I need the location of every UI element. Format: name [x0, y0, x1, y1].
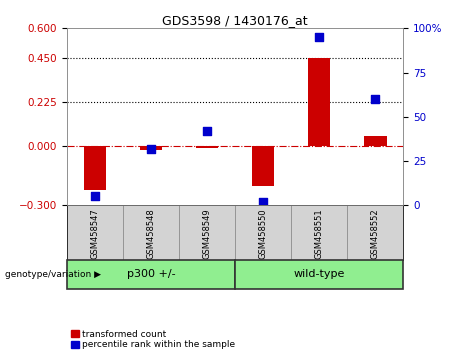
- Point: [203, 128, 211, 134]
- Text: genotype/variation ▶: genotype/variation ▶: [5, 270, 100, 279]
- Bar: [67, 260, 235, 289]
- Text: p300 +/-: p300 +/-: [127, 269, 175, 279]
- Bar: [123, 205, 179, 260]
- Point: [91, 194, 99, 199]
- Bar: [347, 205, 403, 260]
- Bar: [252, 146, 274, 185]
- Bar: [83, 146, 106, 190]
- Text: GSM458547: GSM458547: [90, 208, 100, 259]
- Text: wild-type: wild-type: [294, 269, 345, 279]
- Point: [147, 146, 154, 152]
- Bar: [308, 58, 331, 146]
- Text: GSM458550: GSM458550: [259, 208, 268, 259]
- Legend: transformed count, percentile rank within the sample: transformed count, percentile rank withi…: [71, 330, 235, 349]
- Point: [315, 34, 323, 40]
- Title: GDS3598 / 1430176_at: GDS3598 / 1430176_at: [162, 14, 308, 27]
- Bar: [291, 205, 347, 260]
- Bar: [364, 137, 386, 146]
- Bar: [179, 205, 235, 260]
- Text: GSM458551: GSM458551: [315, 208, 324, 259]
- Bar: [235, 260, 403, 289]
- Point: [260, 199, 267, 205]
- Text: GSM458549: GSM458549: [202, 208, 212, 259]
- Text: GSM458552: GSM458552: [371, 208, 380, 259]
- Point: [372, 96, 379, 102]
- Text: GSM458548: GSM458548: [147, 208, 155, 259]
- Bar: [140, 146, 162, 150]
- Bar: [196, 146, 218, 148]
- Bar: [67, 205, 123, 260]
- Bar: [235, 205, 291, 260]
